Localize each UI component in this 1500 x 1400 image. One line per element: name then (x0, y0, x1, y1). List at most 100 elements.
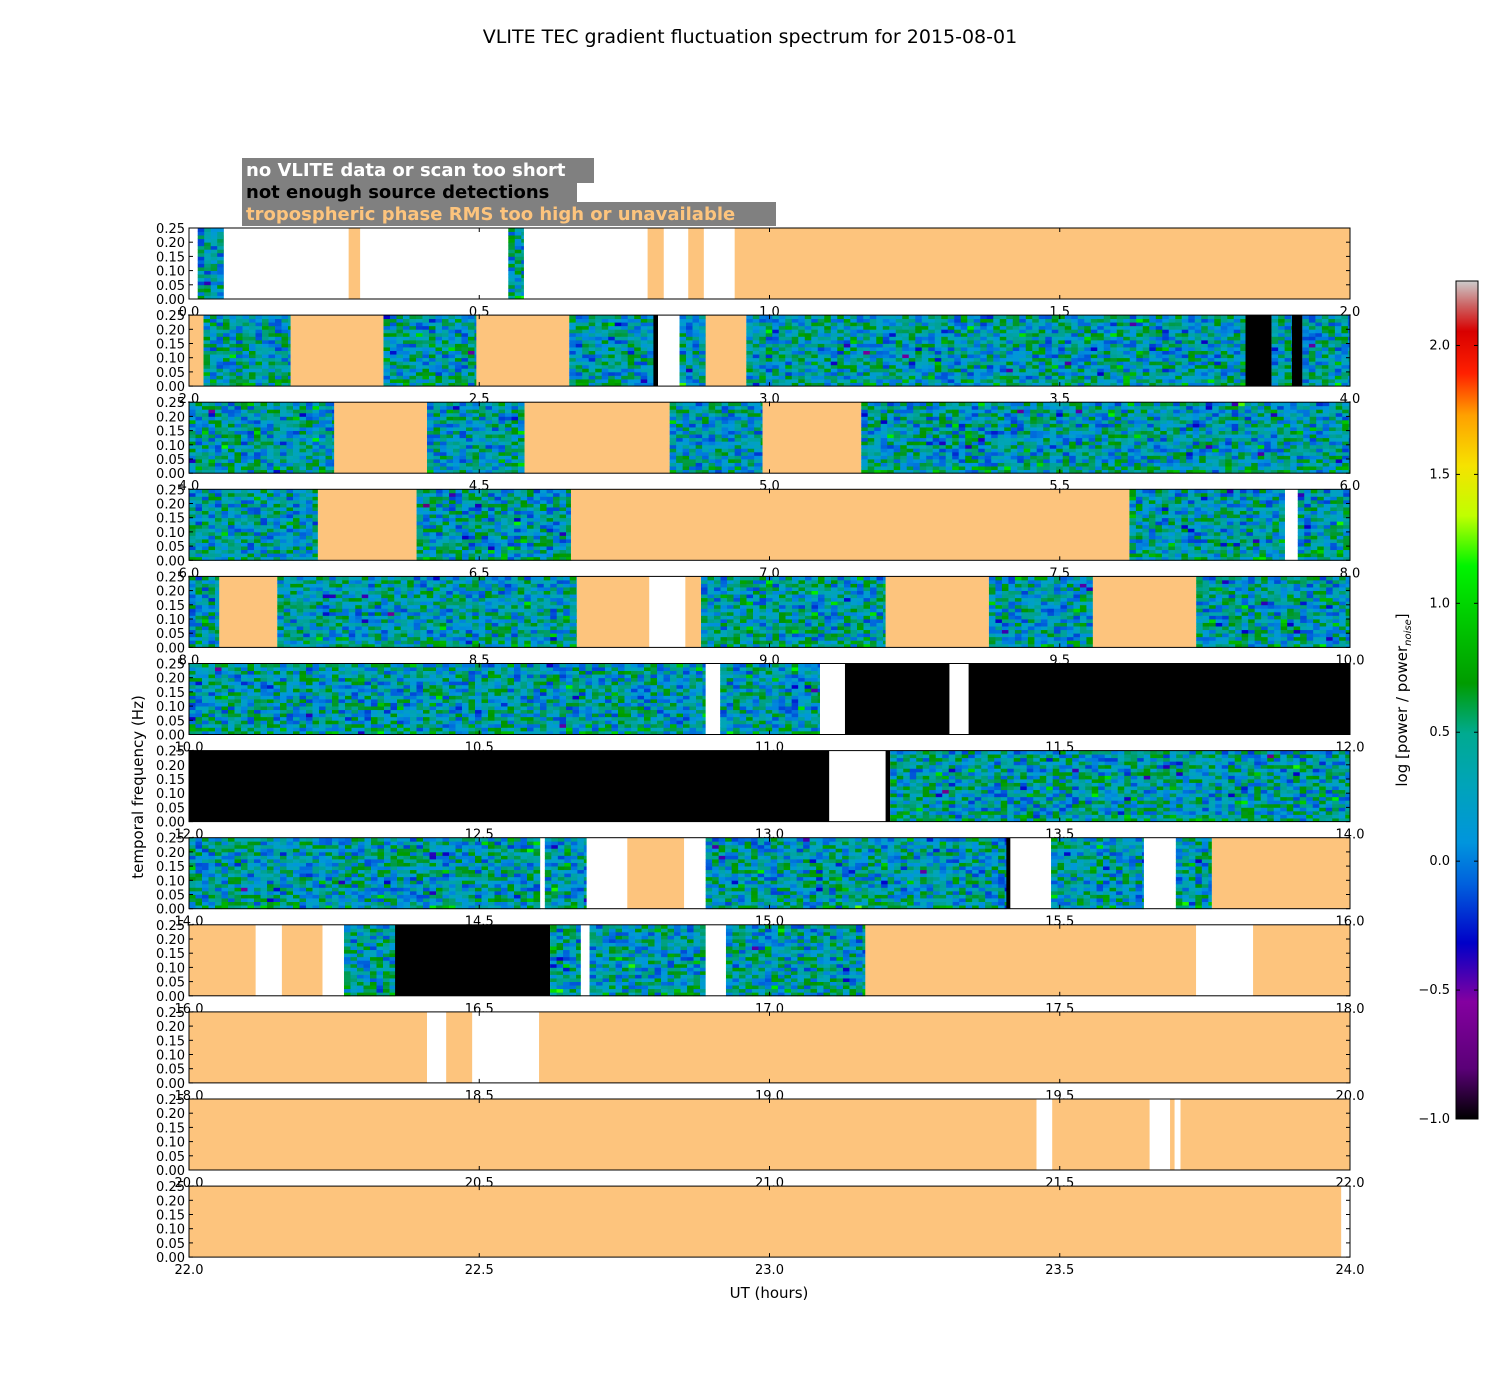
spectrum-cell (208, 448, 216, 453)
spectrum-cell (1012, 329, 1020, 334)
spectrum-cell (778, 354, 786, 359)
spectrum-cell (319, 437, 326, 442)
spectrum-cell (900, 430, 908, 435)
spectrum-cell (312, 419, 320, 424)
spectrum-cell (402, 371, 410, 376)
spectrum-cell (941, 382, 949, 387)
spectrum-cell (474, 325, 477, 330)
spectrum-cell (1038, 315, 1046, 320)
spectrum-cell (958, 419, 966, 424)
spectrum-cell (928, 339, 936, 344)
spectrum-cell (467, 382, 475, 387)
spectrum-cell (268, 336, 276, 341)
spectrum-cell (1168, 322, 1176, 327)
spectrum-cell (887, 466, 895, 471)
spectrum-cell (965, 466, 973, 471)
spectrum-cell (325, 448, 333, 453)
spectrum-cell (939, 459, 947, 463)
spectrum-cell (215, 419, 222, 424)
spectrum-cell (1019, 325, 1027, 330)
spectrum-cell (863, 371, 871, 376)
spectrum-cell (498, 423, 506, 428)
spectrum-cell (952, 448, 960, 453)
spectrum-cell (260, 462, 268, 467)
spectrum-cell (867, 451, 875, 456)
spectrum-cell (221, 416, 229, 421)
spectrum-cell (242, 371, 250, 376)
spectrum-cell (588, 339, 596, 344)
spectrum-cell (396, 361, 404, 366)
spectrum-cell (242, 382, 250, 387)
spectrum-cell (928, 336, 936, 341)
spectrum-cell (467, 325, 475, 330)
spectrum-cell (804, 315, 812, 320)
spectrum-cell (210, 325, 217, 330)
spectrum-cell (895, 315, 903, 320)
spectrum-cell (978, 434, 986, 439)
spectrum-cell (880, 462, 888, 467)
spectrum-cell (754, 405, 762, 410)
spectrum-cell (747, 412, 755, 417)
spectrum-cell (319, 459, 326, 463)
spectrum-cell (293, 402, 300, 407)
spectrum-cell (1088, 416, 1096, 421)
spectrum-cell (204, 267, 212, 271)
spectrum-cell (1308, 354, 1316, 359)
spectrum-cell (396, 329, 404, 334)
spectrum-cell (627, 350, 635, 355)
spectrum-cell (1114, 419, 1122, 424)
spectrum-cell (1043, 448, 1051, 453)
spectrum-cell (686, 368, 693, 373)
spectrum-cell (518, 416, 525, 421)
spectrum-cell (1062, 412, 1070, 417)
spectrum-cell (941, 371, 949, 376)
spectrum-cell (893, 459, 901, 463)
spectrum-cell (772, 357, 780, 362)
spectrum-cell (383, 368, 391, 373)
spectrum-cell (676, 427, 684, 431)
spectrum-cell (1045, 361, 1053, 366)
spectrum-cell (275, 375, 282, 380)
spectrum-cell (1308, 350, 1316, 355)
spectrum-cell (1114, 423, 1122, 428)
spectrum-cell (216, 336, 224, 341)
spectrum-cell (197, 238, 205, 243)
spectrum-cell (402, 375, 410, 380)
spectrum-cell (241, 416, 248, 421)
spectrum-cell (708, 455, 716, 460)
spectrum-cell (1097, 343, 1105, 348)
spectrum-cell (978, 462, 986, 467)
spectrum-cell (1321, 318, 1329, 323)
spectrum-cell (229, 350, 237, 355)
spectrum-cell (1271, 339, 1279, 344)
spectrum-cell (288, 371, 291, 376)
spectrum-cell (915, 361, 923, 366)
spectrum-cell (1103, 368, 1111, 373)
spectrum-cell (428, 332, 436, 337)
spectrum-cell (514, 249, 522, 254)
spectrum-cell (1077, 364, 1085, 369)
spectrum-cell (466, 459, 473, 463)
spectrum-cell (791, 339, 799, 344)
spectrum-cell (1082, 423, 1090, 428)
spectrum-cell (498, 405, 506, 410)
spectrum-cell (454, 379, 462, 383)
spectrum-cell (396, 375, 404, 380)
spectrum-cell (1017, 469, 1025, 474)
spectrum-cell (967, 332, 975, 337)
spectrum-cell (1084, 315, 1092, 320)
spectrum-cell (915, 318, 923, 323)
spectrum-cell (1341, 375, 1349, 380)
spectrum-cell (708, 448, 716, 453)
spectrum-cell (1153, 469, 1161, 474)
spectrum-cell (1064, 329, 1072, 334)
spectrum-cell (908, 339, 916, 344)
spectrum-cell (850, 315, 858, 320)
spectrum-cell (312, 434, 320, 439)
spectrum-cell (954, 350, 962, 355)
spectrum-cell (1019, 336, 1027, 341)
spectrum-cell (446, 419, 454, 424)
spectrum-cell (614, 315, 622, 320)
spectrum-cell (999, 325, 1007, 330)
spectrum-cell (249, 332, 256, 337)
